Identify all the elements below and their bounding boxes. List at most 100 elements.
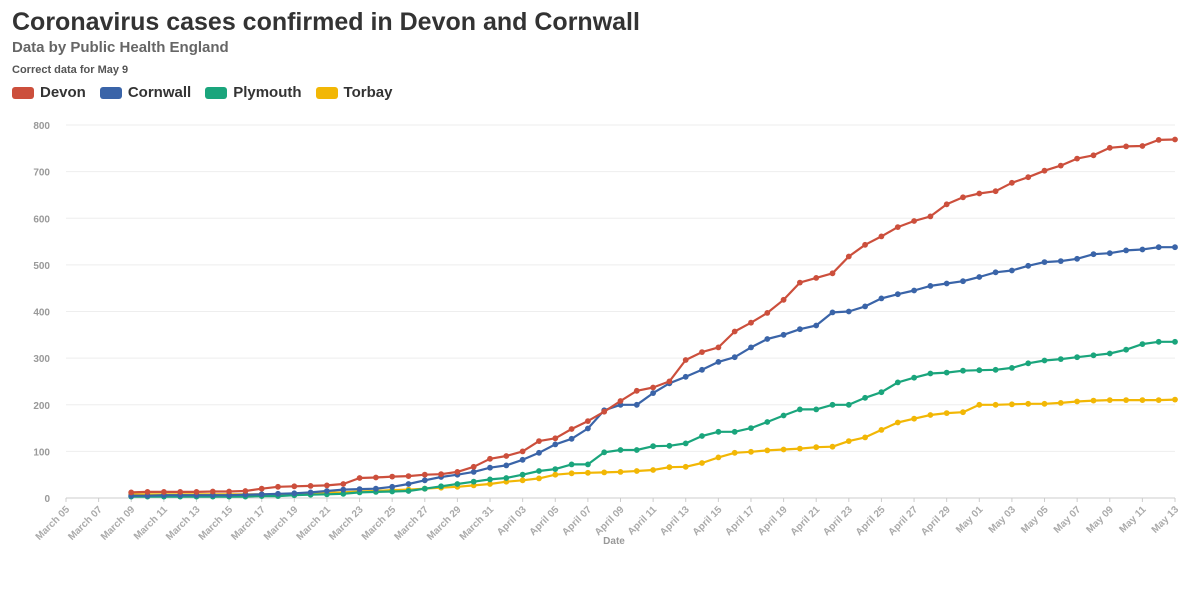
data-point-devon [291, 483, 298, 490]
data-point-plymouth [1155, 338, 1162, 345]
data-point-devon [324, 482, 330, 489]
data-point-cornwall [845, 308, 852, 315]
x-tick-label: March 17 [229, 504, 268, 543]
data-point-devon [1123, 143, 1129, 150]
data-point-devon [1155, 137, 1162, 143]
data-point-devon [307, 483, 314, 489]
data-point-torbay [487, 481, 493, 487]
legend-label-plymouth: Plymouth [233, 84, 302, 101]
x-tick-label: March 15 [197, 504, 236, 543]
x-tick-label: March 23 [327, 504, 366, 543]
data-point-cornwall [927, 283, 934, 289]
data-point-torbay [862, 434, 868, 441]
data-point-devon [748, 319, 754, 326]
data-point-devon [536, 438, 542, 444]
series-line-plymouth [131, 340, 1175, 498]
x-tick-label: April 29 [919, 504, 953, 538]
legend-item-cornwall[interactable]: Cornwall [99, 84, 191, 101]
data-point-plymouth [503, 475, 510, 481]
legend-item-devon[interactable]: Devon [12, 84, 86, 101]
legend-item-torbay[interactable]: Torbay [315, 84, 392, 101]
data-point-cornwall [699, 366, 705, 373]
data-point-cornwall [1090, 251, 1097, 258]
data-point-devon [454, 469, 461, 475]
data-point-torbay [797, 445, 803, 452]
data-point-torbay [1074, 398, 1080, 405]
y-tick-label: 500 [33, 261, 50, 272]
data-point-cornwall [1009, 267, 1015, 274]
data-point-torbay [960, 409, 966, 416]
data-point-devon [340, 481, 347, 487]
data-point-cornwall [1123, 247, 1129, 254]
data-point-torbay [1009, 401, 1015, 408]
data-point-torbay [1041, 400, 1048, 407]
data-point-cornwall [1041, 259, 1048, 265]
legend-label-devon: Devon [40, 84, 86, 101]
data-point-cornwall [519, 456, 526, 463]
data-point-devon [389, 473, 396, 480]
data-point-plymouth [813, 406, 820, 413]
y-tick-label: 800 [33, 121, 50, 132]
data-point-devon [666, 378, 673, 385]
data-point-torbay [1090, 397, 1097, 404]
x-tick-label: April 07 [560, 504, 594, 538]
data-point-torbay [617, 469, 624, 475]
x-tick-label: March 07 [66, 504, 105, 543]
data-point-devon [992, 188, 999, 195]
data-point-cornwall [682, 373, 689, 380]
data-point-devon [421, 471, 428, 478]
data-point-devon [943, 201, 950, 208]
data-point-plymouth [715, 428, 722, 435]
data-point-devon [568, 426, 575, 432]
x-tick-label: May 11 [1118, 504, 1149, 535]
data-point-cornwall [1139, 246, 1146, 253]
data-point-cornwall [862, 303, 868, 310]
x-tick-label: April 13 [658, 504, 692, 538]
data-point-cornwall [585, 425, 591, 432]
legend-item-plymouth[interactable]: Plymouth [205, 84, 302, 101]
data-point-plymouth [405, 488, 412, 494]
data-point-cornwall [960, 278, 966, 285]
data-point-devon [633, 387, 640, 394]
data-point-torbay [699, 460, 705, 466]
data-point-torbay [519, 477, 526, 484]
x-tick-label: March 25 [360, 504, 399, 543]
data-point-plymouth [911, 374, 917, 381]
data-point-torbay [1172, 396, 1178, 403]
data-point-cornwall [487, 464, 493, 471]
data-point-torbay [585, 469, 591, 476]
series-line-devon [131, 138, 1176, 494]
data-point-torbay [1057, 400, 1064, 406]
x-tick-label: April 27 [886, 504, 920, 538]
data-point-plymouth [585, 461, 591, 468]
data-point-torbay [1139, 397, 1146, 403]
data-point-cornwall [780, 331, 787, 338]
data-point-devon [209, 488, 216, 495]
data-point-plymouth [1041, 357, 1048, 364]
data-point-plymouth [519, 471, 526, 478]
data-point-devon [519, 448, 526, 455]
data-point-devon [193, 489, 200, 495]
data-point-plymouth [829, 401, 836, 408]
data-point-plymouth [389, 488, 396, 495]
data-point-cornwall [894, 291, 901, 298]
data-point-plymouth [666, 442, 673, 449]
data-point-devon [1025, 174, 1032, 181]
data-point-cornwall [1106, 250, 1113, 257]
data-point-torbay [829, 443, 836, 450]
data-point-devon [682, 357, 689, 363]
data-point-devon [764, 310, 771, 316]
data-point-devon [275, 483, 281, 490]
data-point-cornwall [307, 489, 314, 496]
data-point-devon [470, 463, 477, 470]
data-point-cornwall [503, 462, 510, 469]
data-point-torbay [1106, 397, 1113, 403]
data-point-devon [927, 213, 934, 220]
x-tick-label: April 17 [723, 504, 757, 538]
x-tick-label: March 29 [425, 504, 464, 543]
data-point-devon [503, 453, 510, 459]
data-point-cornwall [373, 485, 379, 492]
data-point-torbay [748, 448, 754, 455]
y-tick-label: 400 [33, 308, 50, 319]
data-point-cornwall [829, 309, 836, 316]
